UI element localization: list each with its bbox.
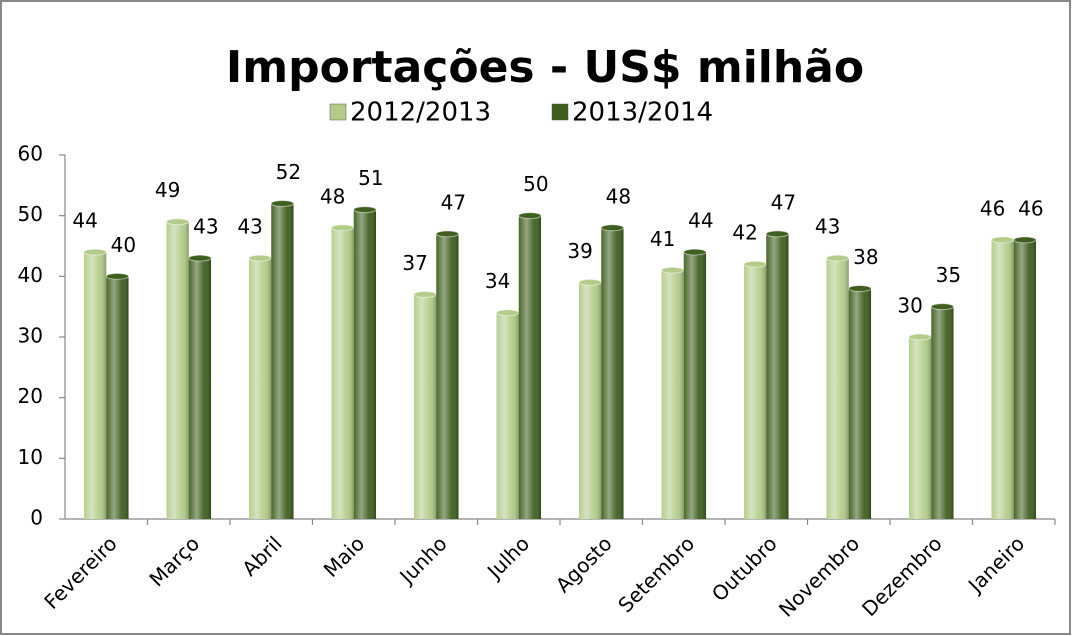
value-label: 41 (650, 227, 675, 251)
bar-cap (660, 266, 685, 274)
value-label: 47 (441, 190, 466, 214)
legend-swatch (329, 103, 347, 121)
bar-shine (518, 215, 542, 519)
bar-shine (413, 294, 437, 519)
chart-title: Importações - US$ milhão (226, 42, 864, 93)
bar-shine (188, 258, 212, 519)
bar-cap (990, 236, 1015, 244)
bar-cap (353, 206, 377, 214)
value-label: 44 (688, 209, 713, 233)
value-label: 46 (1018, 196, 1043, 220)
value-label: 42 (732, 221, 757, 245)
y-tick-label: 10 (18, 445, 43, 469)
bar-cap (188, 254, 212, 262)
value-label: 49 (155, 178, 180, 202)
bar-shine (908, 337, 932, 519)
bar-cap (435, 230, 460, 238)
bar-shine (991, 239, 1014, 519)
bar-shine (578, 282, 602, 519)
bar-cap (683, 248, 707, 256)
bar-cap (600, 224, 625, 232)
value-label: 37 (402, 251, 427, 275)
value-label: 52 (276, 160, 301, 184)
bar-shine (661, 270, 684, 519)
bar-cap (248, 254, 272, 262)
bar-shine (248, 258, 272, 519)
bar-cap (270, 200, 295, 208)
bar-cap (165, 218, 190, 226)
y-tick-label: 20 (18, 384, 43, 408)
bar-shine (83, 252, 107, 520)
legend-label: 2013/2014 (572, 98, 713, 128)
bar-shine (166, 221, 189, 519)
value-label: 39 (567, 239, 592, 263)
value-label: 48 (320, 184, 345, 208)
bar-shine (931, 306, 954, 519)
y-tick-label: 40 (18, 263, 43, 287)
value-label: 38 (853, 245, 878, 269)
bar-shine (353, 209, 377, 519)
value-label: 40 (111, 233, 136, 257)
legend-swatch (551, 103, 569, 121)
bar-cap (765, 230, 790, 238)
bar-cap (908, 333, 932, 341)
value-label: 43 (815, 215, 840, 239)
bar-shine (743, 264, 767, 519)
bar-shine (601, 227, 624, 520)
value-label: 47 (771, 190, 796, 214)
value-label: 35 (936, 263, 961, 287)
bar-shine (496, 312, 519, 519)
value-label: 44 (72, 209, 97, 233)
bar-cap (743, 260, 767, 268)
value-label: 46 (980, 196, 1005, 220)
y-tick-label: 30 (18, 324, 43, 348)
value-label: 43 (193, 215, 218, 239)
bar-cap (330, 224, 355, 232)
bar-shine (106, 276, 129, 519)
value-label: 43 (237, 215, 262, 239)
y-tick-label: 50 (18, 202, 43, 226)
value-label: 30 (897, 294, 922, 318)
bar-shine (1013, 239, 1037, 519)
bar-shine (331, 227, 354, 520)
legend-label: 2012/2013 (350, 98, 491, 128)
bar-cap (518, 212, 542, 220)
bar-cap (930, 303, 955, 311)
bar-cap (495, 309, 520, 317)
bar-cap (578, 278, 602, 286)
value-label: 48 (606, 184, 631, 208)
y-tick-label: 0 (30, 506, 43, 530)
bar-shine (271, 203, 294, 520)
bar-cap (1013, 236, 1037, 244)
bar-shine (683, 252, 707, 520)
bar-shine (436, 233, 459, 519)
value-label: 34 (485, 269, 510, 293)
bar-cap (83, 248, 107, 256)
bar-cap (825, 254, 850, 262)
bar-shine (766, 233, 789, 519)
bar-cap (413, 291, 437, 299)
value-label: 51 (358, 166, 383, 190)
bar-shine (848, 288, 872, 519)
bar-shine (826, 258, 849, 519)
bar-cap (105, 272, 130, 280)
value-label: 50 (523, 172, 548, 196)
bar-cap (848, 284, 872, 292)
y-tick-label: 60 (18, 142, 43, 166)
